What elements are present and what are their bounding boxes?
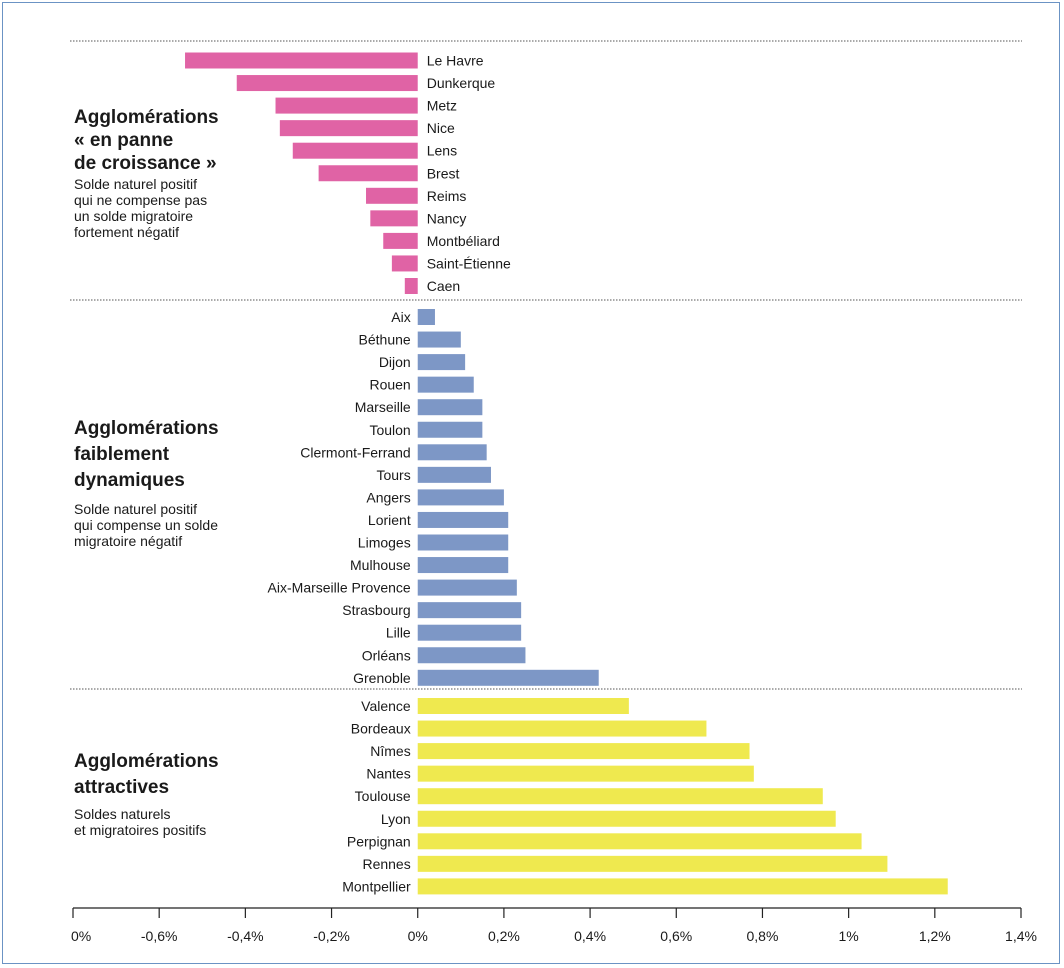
bar (417, 765, 754, 782)
bar (185, 52, 418, 69)
category-label: Brest (427, 165, 460, 181)
category-label: Mulhouse (350, 557, 411, 573)
category-label: Clermont-Ferrand (300, 444, 410, 460)
bar (383, 232, 418, 249)
category-label: Tours (376, 467, 410, 483)
category-label: Dunkerque (427, 75, 496, 91)
bar (417, 331, 461, 348)
bar (417, 833, 862, 850)
category-label: Lens (427, 143, 457, 159)
bar (417, 399, 483, 416)
category-label: Perpignan (347, 833, 411, 849)
bar (417, 376, 474, 393)
bar (417, 309, 435, 325)
x-tick-label: 1,4% (1005, 928, 1037, 944)
category-label: Rennes (362, 856, 410, 872)
bar (275, 97, 418, 114)
category-label: Marseille (355, 399, 411, 415)
group-description-attractive: Soldes naturels et migratoires positifs (74, 806, 207, 838)
bar (417, 354, 466, 371)
bar (318, 165, 418, 182)
bar (417, 579, 517, 596)
x-tick-label: -0,4% (227, 928, 264, 944)
bar (417, 534, 509, 551)
x-tick-label: 1% (839, 928, 859, 944)
x-tick-label: 0,4% (574, 928, 606, 944)
bar (417, 855, 888, 872)
bar (417, 421, 483, 438)
bar (417, 698, 629, 714)
group-description-low-dynamic: Solde naturel positif qui compense un so… (74, 501, 218, 549)
category-label: Nice (427, 120, 455, 136)
bar (417, 511, 509, 528)
category-label: Rouen (369, 377, 410, 393)
category-label: Aix-Marseille Provence (268, 580, 411, 596)
category-label: Béthune (359, 332, 411, 348)
category-label: Lorient (368, 512, 411, 528)
category-label: Montbéliard (427, 233, 500, 249)
category-label: Bordeaux (351, 721, 411, 737)
x-tick-label: 0% (408, 928, 428, 944)
bar (279, 120, 418, 137)
category-label: Nantes (366, 766, 410, 782)
category-label: Metz (427, 98, 457, 114)
x-tick-label: 0,8% (746, 928, 778, 944)
x-tick-label: 0% (71, 928, 91, 944)
bar (417, 602, 522, 619)
x-tick-label: 0,2% (488, 928, 520, 944)
category-label: Orléans (362, 647, 411, 663)
category-label: Lille (386, 625, 411, 641)
bar (292, 142, 418, 159)
bar (417, 444, 487, 461)
group-description-stagnant: Solde naturel positif qui ne compense pa… (74, 176, 208, 240)
bar (417, 466, 491, 483)
category-label: Toulouse (355, 788, 411, 804)
group-title-stagnant: Agglomérations « en panne de croissance … (74, 107, 219, 174)
bar (370, 210, 418, 227)
bar (417, 810, 836, 827)
bar (391, 255, 418, 272)
category-label: Limoges (358, 535, 411, 551)
x-tick-label: -0,6% (141, 928, 178, 944)
category-label: Le Havre (427, 53, 484, 69)
bar (417, 878, 948, 895)
bar (366, 187, 418, 204)
bar (417, 669, 599, 686)
category-label: Reims (427, 188, 467, 204)
bar (417, 489, 504, 506)
bar (417, 557, 509, 574)
category-label: Caen (427, 278, 460, 294)
category-label: Montpellier (342, 878, 411, 894)
group-title-attractive: Agglomérations attractives (74, 751, 219, 798)
category-label: Toulon (369, 422, 410, 438)
bar (404, 278, 418, 294)
category-label: Lyon (381, 811, 411, 827)
x-tick-label: -0,2% (313, 928, 350, 944)
category-label: Strasbourg (342, 602, 410, 618)
category-label: Dijon (379, 354, 411, 370)
bar (417, 788, 823, 805)
x-tick-label: 0,6% (660, 928, 692, 944)
category-label: Aix (391, 309, 410, 325)
bar (417, 720, 707, 737)
bar (417, 647, 526, 664)
bar (417, 624, 522, 641)
category-label: Nancy (427, 210, 467, 226)
category-label: Grenoble (353, 670, 411, 686)
bar (417, 743, 750, 760)
x-tick-label: 1,2% (919, 928, 951, 944)
group-title-low-dynamic: Agglomérations faiblement dynamiques (74, 418, 219, 491)
category-label: Saint-Étienne (427, 255, 511, 271)
category-label: Nîmes (370, 743, 410, 759)
category-label: Valence (361, 698, 411, 714)
bar (236, 75, 418, 92)
category-label: Angers (366, 489, 410, 505)
